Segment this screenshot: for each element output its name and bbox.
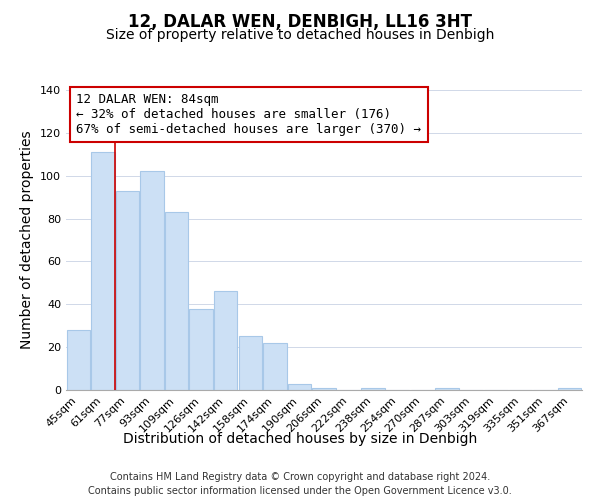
- Bar: [313, 388, 335, 390]
- Bar: [91, 152, 115, 390]
- Text: Contains public sector information licensed under the Open Government Licence v3: Contains public sector information licen…: [88, 486, 512, 496]
- Bar: [67, 330, 90, 390]
- Bar: [239, 336, 262, 390]
- Y-axis label: Number of detached properties: Number of detached properties: [20, 130, 34, 350]
- Bar: [214, 292, 238, 390]
- Bar: [263, 343, 287, 390]
- Bar: [140, 172, 164, 390]
- Bar: [190, 308, 213, 390]
- Bar: [288, 384, 311, 390]
- Text: 12 DALAR WEN: 84sqm
← 32% of detached houses are smaller (176)
67% of semi-detac: 12 DALAR WEN: 84sqm ← 32% of detached ho…: [76, 93, 421, 136]
- Text: Size of property relative to detached houses in Denbigh: Size of property relative to detached ho…: [106, 28, 494, 42]
- Bar: [116, 190, 139, 390]
- Text: Distribution of detached houses by size in Denbigh: Distribution of detached houses by size …: [123, 432, 477, 446]
- Bar: [435, 388, 458, 390]
- Text: Contains HM Land Registry data © Crown copyright and database right 2024.: Contains HM Land Registry data © Crown c…: [110, 472, 490, 482]
- Bar: [558, 388, 581, 390]
- Bar: [361, 388, 385, 390]
- Text: 12, DALAR WEN, DENBIGH, LL16 3HT: 12, DALAR WEN, DENBIGH, LL16 3HT: [128, 12, 472, 30]
- Bar: [165, 212, 188, 390]
